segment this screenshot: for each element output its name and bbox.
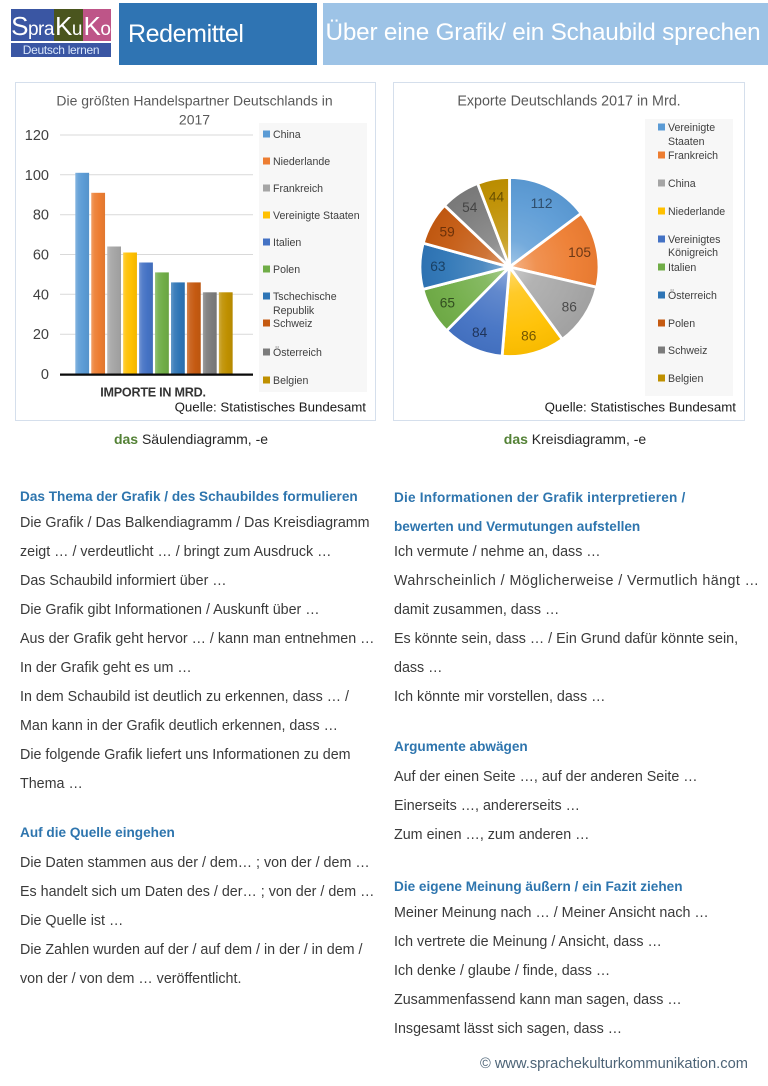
svg-text:Frankreich: Frankreich: [273, 183, 323, 195]
svg-text:Quelle: Statistisches Bundesam: Quelle: Statistisches Bundesamt: [175, 400, 367, 415]
svg-text:China: China: [668, 178, 696, 190]
svg-text:0: 0: [41, 367, 49, 383]
svg-text:100: 100: [25, 168, 49, 184]
svg-text:Königreich: Königreich: [668, 247, 718, 259]
svg-text:Staaten: Staaten: [668, 136, 705, 148]
svg-text:Italien: Italien: [668, 262, 696, 274]
svg-text:China: China: [273, 129, 301, 141]
svg-text:63: 63: [430, 259, 446, 274]
svg-text:59: 59: [439, 225, 454, 240]
svg-text:86: 86: [562, 299, 578, 314]
svg-text:65: 65: [440, 296, 456, 311]
svg-text:Schweiz: Schweiz: [273, 318, 312, 330]
svg-text:54: 54: [462, 200, 478, 215]
svg-text:Italien: Italien: [273, 237, 301, 249]
svg-text:105: 105: [568, 245, 591, 260]
svg-text:2017: 2017: [179, 112, 210, 128]
svg-text:Polen: Polen: [273, 264, 300, 276]
svg-text:Exporte Deutschlands 2017 in M: Exporte Deutschlands 2017 in Mrd.: [457, 94, 680, 110]
svg-text:86: 86: [521, 329, 537, 344]
svg-text:112: 112: [531, 196, 553, 211]
svg-text:Quelle: Statistisches Bundesam: Quelle: Statistisches Bundesamt: [545, 400, 737, 415]
svg-text:120: 120: [25, 128, 49, 144]
svg-text:Vereinigte Staaten: Vereinigte Staaten: [273, 210, 360, 222]
svg-text:44: 44: [489, 189, 505, 204]
svg-text:Vereinigtes: Vereinigtes: [668, 234, 720, 246]
svg-text:Belgien: Belgien: [668, 373, 703, 385]
svg-text:Österreich: Österreich: [273, 347, 322, 359]
svg-text:Tschechische: Tschechische: [273, 291, 337, 303]
svg-text:Republik: Republik: [273, 305, 315, 317]
svg-text:Belgien: Belgien: [273, 375, 308, 387]
svg-text:IMPORTE IN MRD.: IMPORTE IN MRD.: [100, 386, 205, 400]
svg-text:Die größten Handelspartner Deu: Die größten Handelspartner Deutschlands …: [56, 93, 332, 109]
svg-text:Niederlande: Niederlande: [273, 156, 330, 168]
svg-text:Vereinigte: Vereinigte: [668, 122, 715, 134]
svg-text:60: 60: [33, 248, 49, 264]
svg-text:80: 80: [33, 208, 49, 224]
svg-text:Schweiz: Schweiz: [668, 345, 707, 357]
svg-text:Österreich: Österreich: [668, 290, 717, 302]
svg-text:84: 84: [472, 325, 488, 340]
svg-text:Frankreich: Frankreich: [668, 150, 718, 162]
svg-text:20: 20: [33, 327, 49, 343]
svg-text:40: 40: [33, 287, 49, 303]
svg-text:Niederlande: Niederlande: [668, 206, 725, 218]
svg-text:Polen: Polen: [668, 318, 695, 330]
